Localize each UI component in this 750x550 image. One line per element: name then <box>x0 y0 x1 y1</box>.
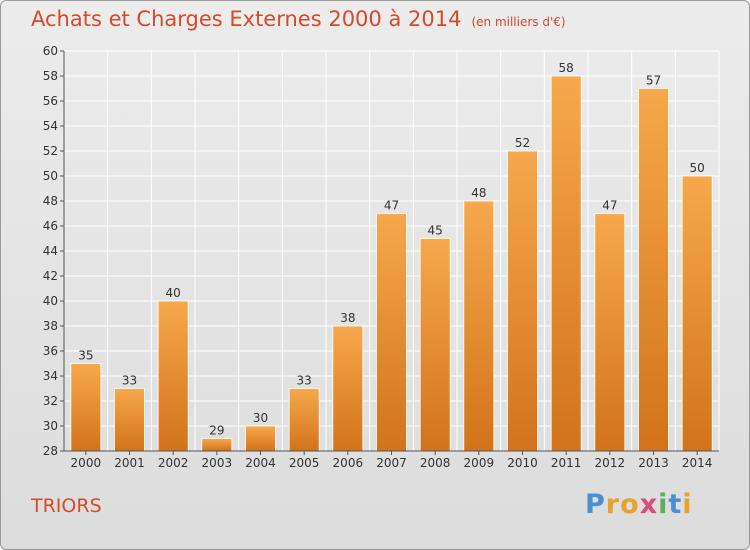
bar-2001 <box>114 388 145 452</box>
y-tick-label: 40 <box>43 294 58 308</box>
data-label: 45 <box>428 224 443 238</box>
logo-letter: i <box>682 489 693 520</box>
data-label: 33 <box>297 374 312 388</box>
y-tick-label: 38 <box>43 319 58 333</box>
bar-2006 <box>332 325 364 452</box>
axes: 28 30 32 34 36 38 40 42 44 46 48 50 52 54 56 58 60 2000 20… <box>43 44 719 470</box>
y-tick-label: 52 <box>43 144 58 158</box>
logo-letter: P <box>585 489 606 520</box>
y-tick-label: 50 <box>43 169 58 183</box>
y-tick-label: 46 <box>43 219 58 233</box>
y-tick-label: 58 <box>43 69 58 83</box>
data-labels: 35 33 40 29 30 33 38 47 45 48 52 58 47 57 50 <box>78 61 705 438</box>
logo-letter: r <box>605 489 621 520</box>
data-label: 29 <box>209 424 224 438</box>
x-tick-label: 2013 <box>638 456 669 470</box>
x-tick-label: 2005 <box>289 456 320 470</box>
x-tick-label: 2010 <box>507 456 538 470</box>
data-label: 52 <box>515 136 530 150</box>
bar-2014 <box>681 175 713 452</box>
bar-2005 <box>288 388 320 452</box>
bar-2012 <box>594 213 626 452</box>
data-label: 47 <box>602 199 617 213</box>
x-tick-label: 2011 <box>551 456 582 470</box>
logo-letter: x <box>639 489 659 520</box>
data-label: 57 <box>646 74 661 88</box>
place-name: TRIORS <box>31 495 102 517</box>
x-tick-label: 2002 <box>158 456 189 470</box>
data-label: 33 <box>122 374 137 388</box>
data-label: 35 <box>78 349 93 363</box>
y-tick-label: 32 <box>43 394 58 408</box>
bar-2003 <box>201 438 233 452</box>
chart-subtitle: (en milliers d'€) <box>471 15 566 29</box>
bars <box>70 75 713 452</box>
bar-2009 <box>463 200 495 452</box>
x-tick-label: 2014 <box>682 456 713 470</box>
x-tick-label: 2008 <box>420 456 451 470</box>
bar-2008 <box>419 238 451 452</box>
x-tick-label: 2007 <box>376 456 407 470</box>
x-tick-label: 2012 <box>595 456 626 470</box>
bar-2010 <box>507 150 538 452</box>
y-tick-label: 44 <box>43 244 58 258</box>
bar-2007 <box>376 213 407 452</box>
data-label: 40 <box>166 286 181 300</box>
x-tick-label: 2001 <box>114 456 145 470</box>
y-tick-label: 56 <box>43 94 58 108</box>
y-tick-label: 28 <box>43 444 58 458</box>
chart-title-text: Achats et Charges Externes 2000 à 2014 <box>31 7 462 31</box>
logo-letter: i <box>658 489 669 520</box>
logo-letter: t <box>668 489 683 520</box>
bar-2002 <box>157 300 189 452</box>
data-label: 38 <box>340 311 355 325</box>
x-tick-label: 2003 <box>202 456 233 470</box>
x-tick-label: 2004 <box>245 456 276 470</box>
y-tick-label: 54 <box>43 119 58 133</box>
data-label: 30 <box>253 411 268 425</box>
data-label: 58 <box>559 61 574 75</box>
proxiti-logo[interactable]: Proxiti <box>585 489 693 520</box>
bar-2004 <box>245 425 276 452</box>
x-tick-label: 2006 <box>333 456 364 470</box>
y-tick-label: 34 <box>43 369 58 383</box>
y-tick-label: 60 <box>43 44 58 58</box>
y-tick-label: 42 <box>43 269 58 283</box>
y-tick-label: 48 <box>43 194 58 208</box>
bar-2013 <box>638 88 669 452</box>
bar-2011 <box>550 75 582 452</box>
x-tick-label: 2000 <box>71 456 102 470</box>
chart-title: Achats et Charges Externes 2000 à 2014 (e… <box>31 7 566 31</box>
bar-2000 <box>70 363 102 452</box>
y-tick-label: 30 <box>43 419 58 433</box>
x-tick-label: 2009 <box>464 456 495 470</box>
data-label: 48 <box>471 186 486 200</box>
logo-letter: o <box>620 489 640 520</box>
y-tick-label: 36 <box>43 344 58 358</box>
data-label: 47 <box>384 199 399 213</box>
data-label: 50 <box>690 161 705 175</box>
